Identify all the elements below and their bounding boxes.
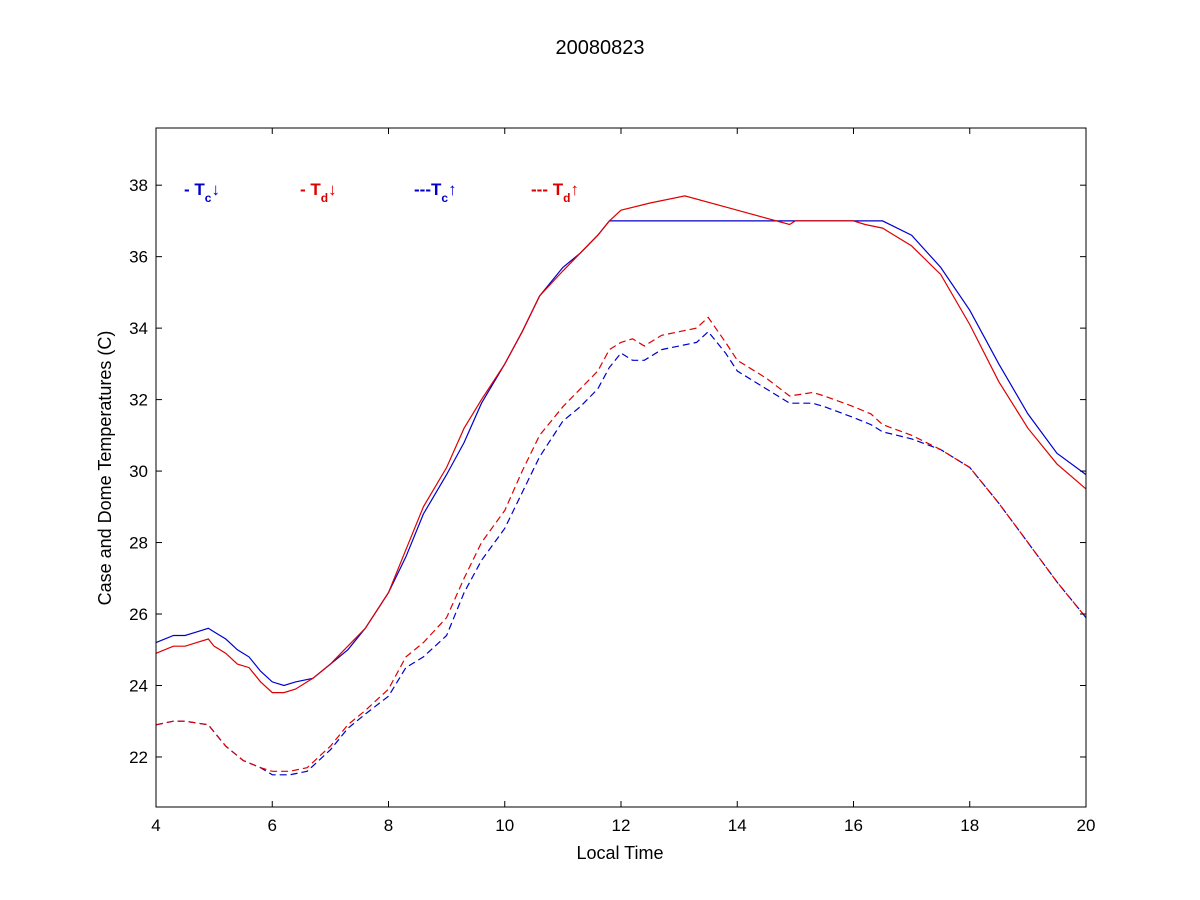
- y-tick-label: 30: [129, 462, 148, 481]
- x-tick-label: 10: [495, 816, 514, 835]
- series-line-1: [155, 195, 1087, 694]
- series-line-2: [155, 330, 1087, 776]
- legend-label: ---Tc↑: [414, 180, 457, 205]
- x-tick-label: 4: [151, 816, 160, 835]
- legend-item-0: - Tc↓: [184, 180, 220, 205]
- x-tick-label: 6: [268, 816, 277, 835]
- series-line-0: [155, 220, 1087, 687]
- x-tick-label: 8: [384, 816, 393, 835]
- y-tick-label: 22: [129, 748, 148, 767]
- y-tick-label: 24: [129, 676, 148, 695]
- x-tick-label: 18: [960, 816, 979, 835]
- x-tick-label: 14: [728, 816, 747, 835]
- y-tick-label: 36: [129, 248, 148, 267]
- legend-label: --- Td↑: [531, 180, 579, 205]
- legend-item-3: --- Td↑: [531, 180, 579, 205]
- legend-item-1: - Td↓: [300, 180, 337, 205]
- x-tick-label: 12: [612, 816, 631, 835]
- x-axis-label: Local Time: [576, 843, 663, 863]
- legend-label: - Tc↓: [184, 180, 220, 205]
- y-tick-label: 38: [129, 176, 148, 195]
- x-tick-label: 16: [844, 816, 863, 835]
- legend-label: - Td↓: [300, 180, 337, 205]
- y-axis-label: Case and Dome Temperatures (C): [95, 331, 115, 606]
- series-layer: [155, 195, 1087, 776]
- chart-title: 20080823: [556, 37, 645, 59]
- axis-ticks: 4 6 8 10 12 14 16 18 20 22 24 26 28 30 32 34 36 38: [129, 128, 1095, 835]
- series-line-3: [155, 316, 1087, 772]
- x-tick-label: 20: [1077, 816, 1096, 835]
- legend-item-2: ---Tc↑: [414, 180, 457, 205]
- legend: - Tc↓ - Td↓ ---Tc↑ --- Td↑: [184, 180, 579, 205]
- y-tick-label: 32: [129, 391, 148, 410]
- y-tick-label: 28: [129, 534, 148, 553]
- y-tick-label: 26: [129, 605, 148, 624]
- y-tick-label: 34: [129, 319, 148, 338]
